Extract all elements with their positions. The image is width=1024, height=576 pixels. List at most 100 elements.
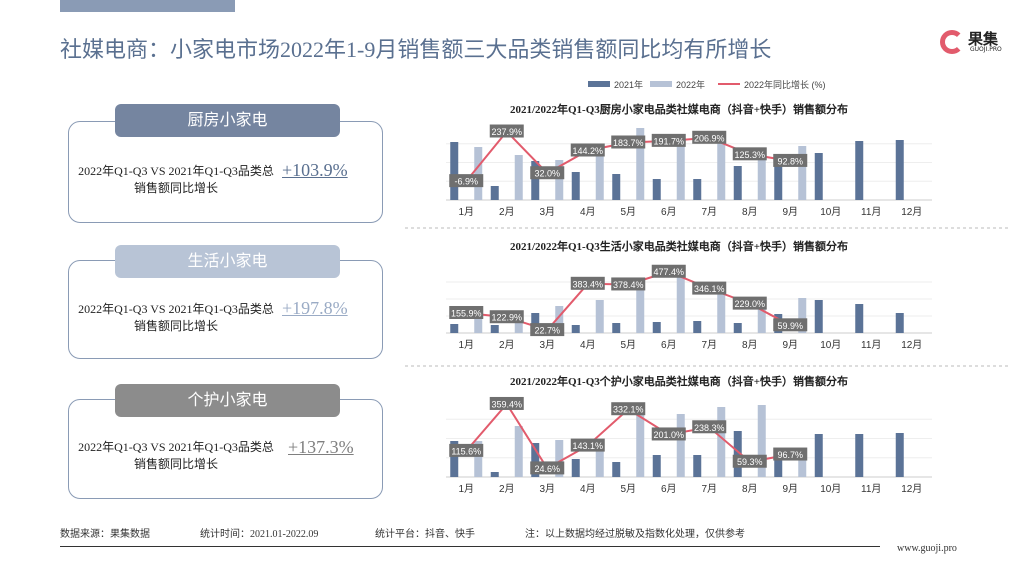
x-tick-label: 10月 xyxy=(820,339,841,351)
x-tick-label: 11月 xyxy=(861,206,881,218)
x-tick-label: 7月 xyxy=(701,339,717,351)
data-label: 96.7% xyxy=(777,450,803,460)
bar xyxy=(595,300,604,333)
x-tick-label: 8月 xyxy=(742,206,758,218)
bar xyxy=(531,161,540,200)
data-label: 229.0% xyxy=(734,299,765,309)
data-label: 125.3% xyxy=(734,150,765,160)
data-label: 201.0% xyxy=(653,430,684,440)
x-tick-label: 5月 xyxy=(620,206,636,218)
bar xyxy=(814,300,823,333)
label-box xyxy=(692,281,727,295)
bar xyxy=(895,140,904,200)
x-tick-label: 2月 xyxy=(499,206,515,218)
bar xyxy=(555,440,564,477)
bar xyxy=(474,307,483,333)
bar xyxy=(693,455,702,477)
bar xyxy=(798,298,807,333)
bar xyxy=(514,155,523,200)
data-label: 115.6% xyxy=(451,446,481,456)
slide-title: 社媒电商：小家电市场2022年1-9月销售额三大品类销售额同比均有所增长 xyxy=(60,37,772,62)
bar xyxy=(676,270,685,333)
x-tick-label: 2月 xyxy=(499,483,515,495)
data-label: 237.9% xyxy=(491,127,522,137)
bar xyxy=(450,142,459,200)
bar xyxy=(676,137,685,200)
charts: 2021年 2022年 2022年同比增长 (%) 2021/2022年Q1-Q3厨房… xyxy=(405,79,1010,495)
bar xyxy=(717,291,726,333)
bar xyxy=(636,413,645,477)
label-box xyxy=(651,264,686,278)
logo-sub: GUOJI.PRO xyxy=(970,46,1002,53)
bar xyxy=(474,147,483,200)
bar xyxy=(855,434,864,477)
x-tick-label: 6月 xyxy=(661,483,677,495)
label-box xyxy=(651,133,686,147)
bar xyxy=(531,313,540,333)
label-box xyxy=(449,443,484,457)
data-label: 143.1% xyxy=(572,441,603,451)
bar xyxy=(652,455,661,477)
bar xyxy=(474,441,483,477)
panel-title: 生活小家电 xyxy=(115,245,340,278)
footer-url: www.guoji.pro xyxy=(897,543,957,554)
label-box xyxy=(692,420,727,434)
label-box xyxy=(570,438,605,452)
x-tick-label: 9月 xyxy=(782,206,798,218)
data-label: 155.9% xyxy=(451,308,482,318)
x-tick-label: 9月 xyxy=(782,483,798,495)
data-label: -6.9% xyxy=(454,177,478,187)
bar xyxy=(652,179,661,200)
chart-title: 2021/2022年Q1-Q3厨房小家电品类社媒电商（抖音+快手）销售额分布 xyxy=(510,102,848,116)
bar xyxy=(757,150,766,200)
bar xyxy=(490,186,499,200)
bar xyxy=(612,323,621,333)
legend-label: 2022年同比增长 (%) xyxy=(744,79,826,90)
bar xyxy=(571,172,580,200)
bar xyxy=(798,448,807,477)
x-tick-label: 10月 xyxy=(820,483,841,495)
bar xyxy=(612,174,621,200)
data-label: 24.6% xyxy=(534,464,560,474)
bar xyxy=(490,325,499,333)
bar xyxy=(855,304,864,333)
bar xyxy=(717,407,726,477)
data-label: 191.7% xyxy=(653,136,684,146)
data-label: 32.0% xyxy=(534,169,560,179)
label-box xyxy=(530,461,565,475)
label-box xyxy=(732,147,767,161)
x-tick-label: 11月 xyxy=(861,339,881,351)
label-box xyxy=(489,124,524,138)
bar xyxy=(895,313,904,333)
label-box xyxy=(570,276,605,290)
bar xyxy=(733,323,742,333)
bar xyxy=(757,405,766,477)
x-tick-label: 2月 xyxy=(499,339,515,351)
bar xyxy=(895,433,904,477)
bar xyxy=(595,440,604,477)
x-tick-label: 8月 xyxy=(742,339,758,351)
label-box xyxy=(449,174,484,188)
bar xyxy=(531,443,540,477)
data-label: 332.1% xyxy=(613,405,644,415)
logo-text: 果集 xyxy=(968,30,999,48)
data-label: 206.9% xyxy=(694,133,725,143)
data-label: 144.2% xyxy=(572,146,603,156)
label-box xyxy=(773,153,808,167)
x-tick-label: 1月 xyxy=(458,206,474,218)
label-box xyxy=(732,454,767,468)
footer-platform: 统计平台：抖音、快手 xyxy=(375,529,475,540)
bar xyxy=(612,462,621,477)
x-tick-label: 12月 xyxy=(901,339,922,351)
data-label: 359.4% xyxy=(491,399,522,409)
x-tick-label: 5月 xyxy=(620,483,636,495)
x-tick-label: 9月 xyxy=(782,339,798,351)
x-tick-label: 3月 xyxy=(539,483,555,495)
data-label: 383.4% xyxy=(572,279,603,289)
bar xyxy=(652,322,661,333)
bar xyxy=(571,325,580,333)
x-tick-label: 3月 xyxy=(539,339,555,351)
bar xyxy=(733,431,742,477)
label-box xyxy=(773,447,808,461)
bar xyxy=(571,459,580,477)
